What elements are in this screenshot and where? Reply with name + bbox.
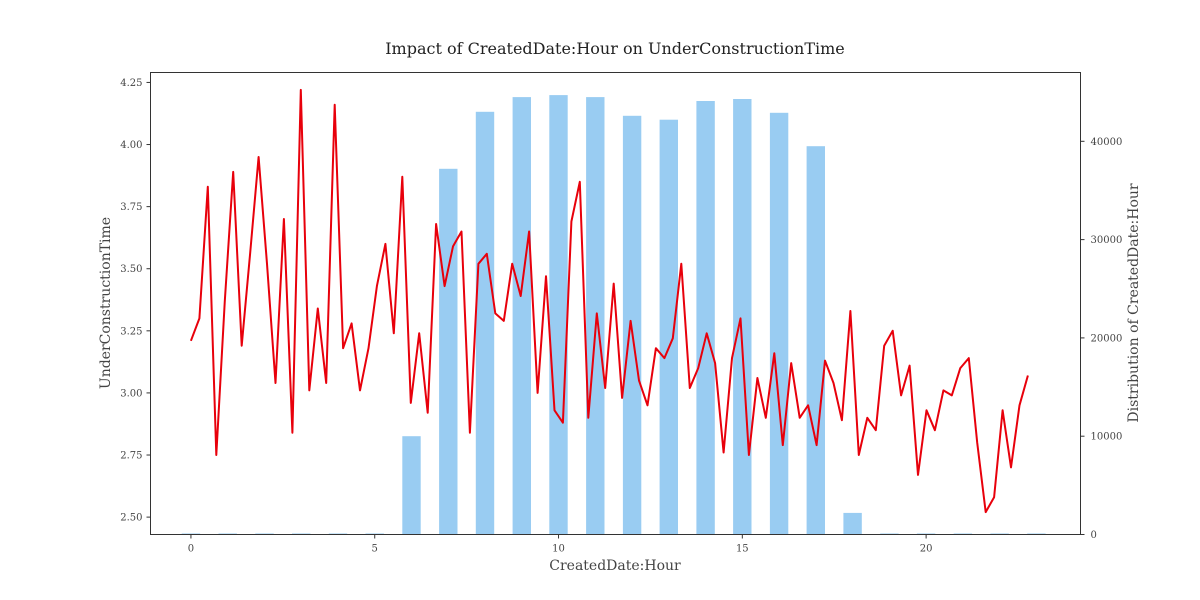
left-y-axis: 2.50 2.75 3.00 3.25 3.50 3.75 4.00 4.25 bbox=[120, 78, 151, 524]
left-y-tick-label: 4.00 bbox=[120, 140, 142, 151]
right-y-axis-label: Distribution of CreatedDate:Hour bbox=[1126, 183, 1142, 422]
right-y-tick-label: 0 bbox=[1091, 530, 1097, 541]
bar-hour-18 bbox=[843, 512, 862, 535]
left-y-tick-label: 2.75 bbox=[120, 451, 142, 462]
right-y-tick-label: 10000 bbox=[1091, 432, 1123, 443]
bar-hour-17 bbox=[806, 146, 825, 535]
bar-hour-14 bbox=[696, 101, 715, 535]
left-y-tick-label: 3.75 bbox=[120, 202, 142, 213]
bar-hour-10 bbox=[549, 95, 568, 535]
bar-hour-6 bbox=[402, 436, 421, 535]
bar-hour-15 bbox=[733, 99, 752, 535]
x-tick-label: 5 bbox=[372, 544, 378, 555]
left-y-tick-label: 3.00 bbox=[120, 388, 142, 399]
bar-hour-9 bbox=[512, 97, 531, 535]
left-y-tick-label: 4.25 bbox=[120, 78, 142, 89]
x-tick-label: 20 bbox=[920, 544, 933, 555]
line-series bbox=[189, 88, 1029, 514]
left-y-tick-label: 3.50 bbox=[120, 264, 142, 275]
x-axis-label: CreatedDate:Hour bbox=[549, 558, 681, 574]
bar-hour-16 bbox=[769, 112, 789, 535]
right-y-tick-label: 40000 bbox=[1091, 137, 1123, 148]
x-tick-label: 0 bbox=[188, 544, 194, 555]
plot-frame bbox=[150, 72, 1081, 535]
right-y-tick-label: 30000 bbox=[1091, 235, 1123, 246]
left-y-tick-label: 2.50 bbox=[120, 513, 142, 524]
left-y-axis-label: UnderConstructionTime bbox=[98, 217, 114, 389]
chart-title: Impact of CreatedDate:Hour on UnderConst… bbox=[385, 39, 845, 58]
bar-hour-8 bbox=[475, 111, 495, 535]
line-layer bbox=[189, 88, 1029, 514]
bar-hour-7 bbox=[439, 168, 458, 535]
x-tick-label: 15 bbox=[736, 544, 749, 555]
left-y-tick-label: 3.25 bbox=[120, 326, 142, 337]
bar-hour-13 bbox=[659, 119, 678, 535]
right-y-axis: 0 10000 20000 30000 40000 bbox=[1080, 137, 1123, 541]
bar-hour-11 bbox=[586, 97, 605, 535]
x-tick-label: 10 bbox=[552, 544, 565, 555]
x-axis: 0 5 10 15 20 bbox=[188, 534, 933, 555]
right-y-tick-label: 20000 bbox=[1091, 333, 1123, 344]
bars-layer bbox=[181, 95, 1046, 535]
